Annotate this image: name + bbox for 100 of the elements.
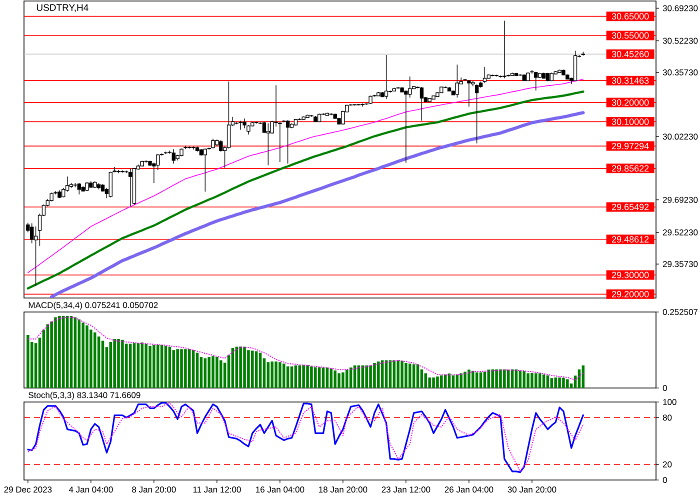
bar bbox=[440, 375, 443, 388]
bar bbox=[294, 365, 298, 388]
bar bbox=[270, 362, 274, 388]
bar bbox=[160, 344, 164, 388]
bar bbox=[436, 376, 439, 388]
y-tick-label: 0 bbox=[662, 384, 667, 391]
x-tick-label: 26 Jan 04:00 bbox=[444, 486, 494, 493]
bar bbox=[472, 370, 474, 388]
bar bbox=[243, 346, 246, 388]
bar bbox=[338, 373, 340, 388]
bar bbox=[184, 349, 187, 388]
bar bbox=[101, 340, 104, 388]
bar bbox=[369, 365, 372, 388]
bar bbox=[132, 343, 136, 388]
bar bbox=[172, 350, 176, 388]
bar bbox=[144, 344, 148, 388]
bar bbox=[121, 340, 124, 388]
bar bbox=[208, 356, 210, 388]
bar bbox=[558, 377, 561, 388]
bar bbox=[566, 379, 569, 388]
y-tick-label: 0 bbox=[662, 476, 667, 484]
bar bbox=[204, 358, 207, 388]
bar bbox=[258, 352, 262, 388]
bar bbox=[113, 338, 116, 388]
bar bbox=[310, 366, 313, 388]
bar bbox=[550, 378, 554, 388]
bar bbox=[432, 377, 435, 388]
bar bbox=[128, 344, 132, 388]
x-tick-label: 29 Dec 2023 bbox=[4, 486, 52, 493]
bar bbox=[365, 365, 368, 388]
bar bbox=[164, 346, 168, 388]
bar bbox=[200, 356, 203, 388]
bar bbox=[314, 367, 317, 388]
bar bbox=[464, 372, 466, 388]
bar bbox=[554, 377, 557, 388]
bar bbox=[562, 378, 565, 388]
x-tick-label: 16 Jan 04:00 bbox=[256, 486, 304, 493]
bar bbox=[302, 365, 305, 388]
bar bbox=[282, 364, 286, 388]
bar bbox=[117, 338, 120, 388]
bar bbox=[495, 369, 498, 388]
bar bbox=[152, 344, 156, 388]
bar bbox=[176, 349, 179, 388]
bar bbox=[475, 372, 478, 388]
bar bbox=[460, 373, 462, 388]
bar bbox=[334, 370, 336, 388]
bar bbox=[212, 356, 214, 388]
bar bbox=[416, 364, 420, 388]
bar bbox=[180, 349, 183, 388]
bar bbox=[46, 324, 50, 388]
y-tick-label: 0.252507 bbox=[662, 308, 698, 315]
bar bbox=[503, 369, 506, 388]
bar bbox=[412, 364, 416, 388]
bar bbox=[322, 368, 325, 388]
bar bbox=[491, 369, 494, 388]
bar bbox=[97, 336, 100, 388]
bar bbox=[90, 330, 92, 388]
bar bbox=[266, 362, 270, 388]
bar bbox=[216, 356, 218, 388]
bar bbox=[54, 317, 57, 388]
bar bbox=[136, 343, 140, 388]
bar bbox=[546, 375, 550, 388]
bar bbox=[290, 366, 294, 388]
bar bbox=[408, 364, 412, 388]
bar bbox=[318, 367, 321, 388]
bar bbox=[452, 375, 455, 388]
bar bbox=[50, 321, 53, 388]
bar bbox=[66, 316, 69, 388]
bar bbox=[506, 370, 510, 388]
bar bbox=[526, 373, 530, 388]
bar bbox=[522, 371, 526, 388]
bar bbox=[306, 365, 309, 388]
bar bbox=[542, 374, 546, 388]
bar bbox=[518, 370, 522, 388]
bar bbox=[188, 349, 191, 388]
bar bbox=[286, 366, 290, 388]
bar bbox=[192, 350, 195, 388]
bar bbox=[86, 325, 88, 388]
x-tick-label: 30 Jan 20:00 bbox=[508, 486, 556, 493]
bar bbox=[479, 372, 482, 388]
bar bbox=[274, 362, 278, 388]
x-tick-label: 18 Jan 20:00 bbox=[319, 486, 368, 493]
x-tick-label: 23 Jan 12:00 bbox=[382, 486, 430, 493]
bar bbox=[404, 363, 408, 388]
x-tick-label: 11 Jan 12:00 bbox=[193, 486, 241, 493]
bar bbox=[278, 362, 282, 388]
bar bbox=[247, 350, 250, 388]
x-tick-label: 8 Jan 20:00 bbox=[132, 486, 176, 493]
bar bbox=[148, 346, 152, 388]
bar bbox=[82, 322, 84, 388]
bar bbox=[70, 316, 73, 388]
bar bbox=[428, 377, 431, 388]
bar bbox=[396, 360, 400, 388]
bar bbox=[94, 332, 96, 388]
x-tick-label: 4 Jan 04:00 bbox=[68, 486, 113, 493]
bar bbox=[534, 373, 538, 388]
chart-title: Stoch(5,3,3) 83.1340 71.6609 bbox=[28, 392, 140, 400]
bar bbox=[26, 335, 30, 388]
bar bbox=[254, 351, 258, 388]
chart-title: MACD(5,34,4) 0.075241 0.050702 bbox=[28, 302, 158, 310]
